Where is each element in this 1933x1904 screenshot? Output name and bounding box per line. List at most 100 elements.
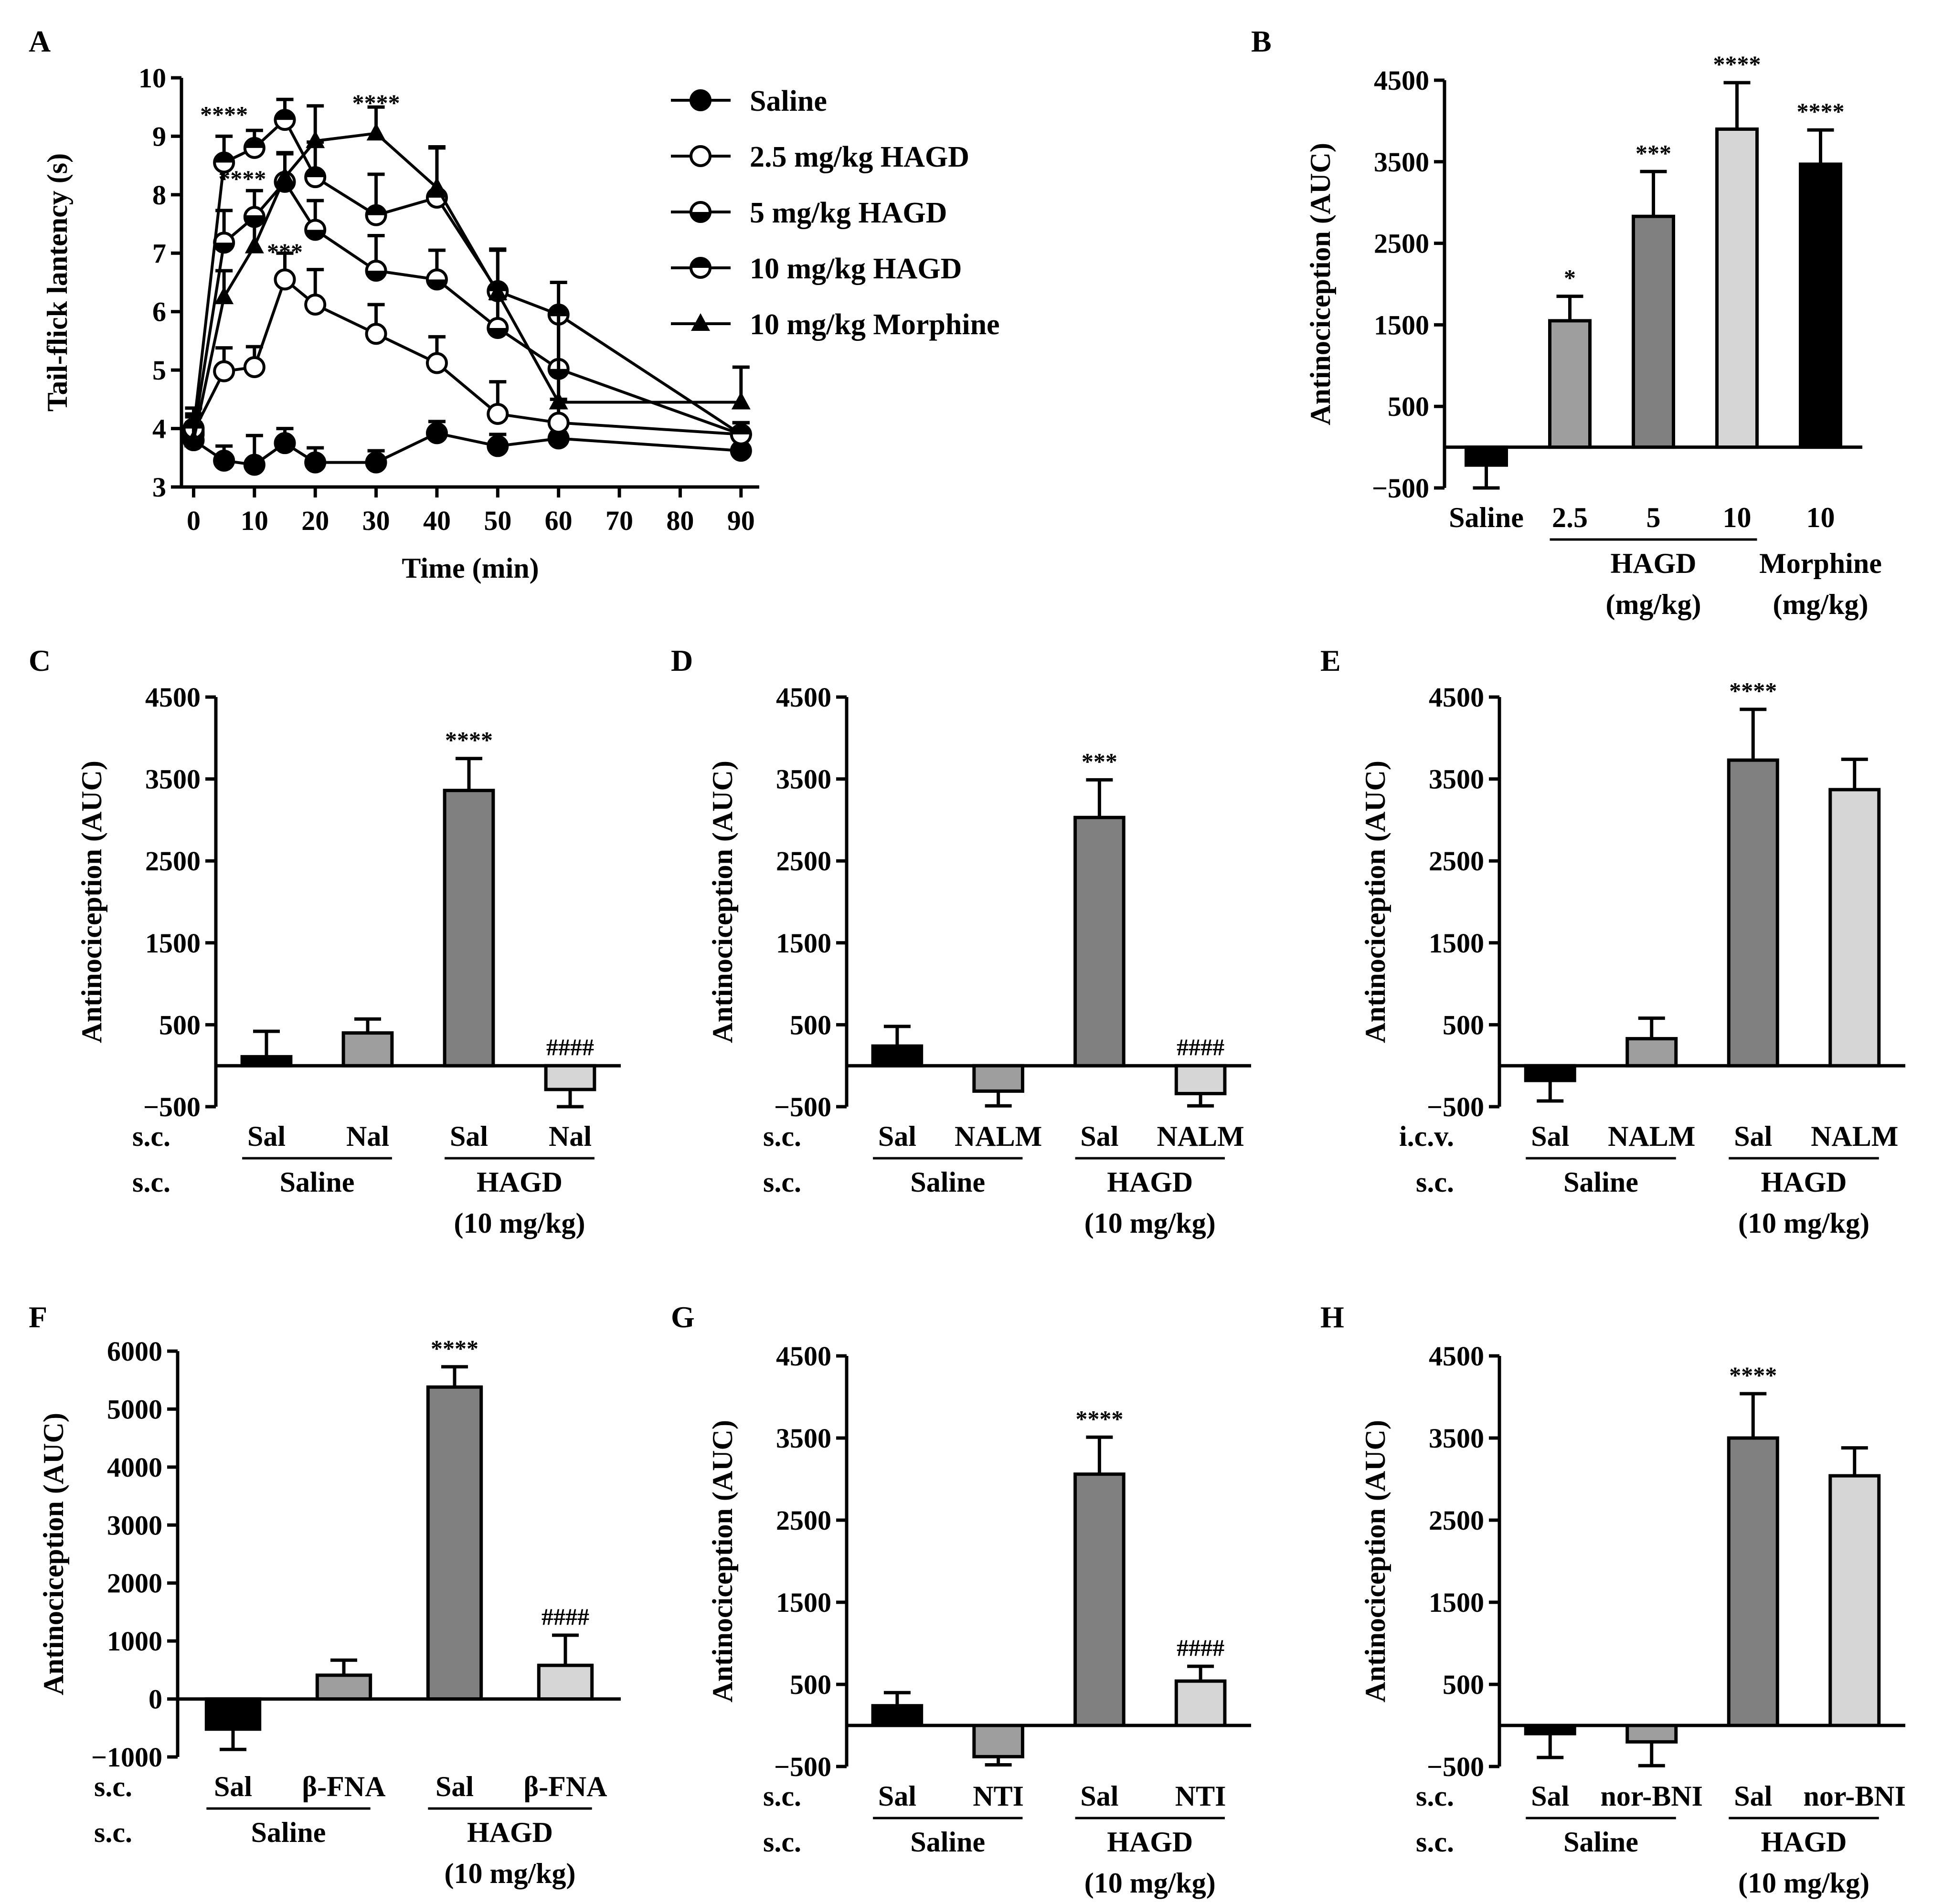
panel-A-point (487, 402, 509, 425)
panel-F-y-tick-label: 4000 (107, 1452, 162, 1483)
panel-A-y-axis-title: Tail-flick lantency (s) (42, 153, 73, 412)
panel-A-point-half (366, 205, 386, 215)
panel-H-group-label: HAGD (1761, 1826, 1847, 1858)
panel-A-legend-label: 5 mg/kg HAGD (750, 197, 947, 229)
panel-B-group-sublabel: (mg/kg) (1773, 589, 1869, 620)
panel-E-route-row1: i.c.v. (1399, 1121, 1454, 1152)
panel-E-route-row2: s.c. (1416, 1166, 1454, 1198)
panel-A-point-half (244, 138, 264, 148)
panel-B-bar (1465, 445, 1508, 467)
panel-E-bar (1727, 758, 1779, 1068)
panel-A-point-shape (366, 123, 386, 141)
panel-D-y-tick-label: 3500 (776, 764, 831, 795)
panel-G-category-label: NTI (973, 1780, 1024, 1812)
panel-A-point-half (366, 271, 386, 281)
panel-A-point-half (488, 328, 508, 338)
panel-C-group-label: HAGD (477, 1166, 563, 1198)
panel-E-group-label: HAGD (1761, 1166, 1847, 1198)
panel-A-point-half (306, 168, 325, 178)
panel-A-point (243, 356, 266, 379)
panel-A-point-half (306, 230, 325, 240)
panel-A-point (184, 430, 203, 448)
panel-A-point-shape (274, 268, 296, 291)
panel-A-legend-marker-shape (690, 145, 712, 167)
panel-B-bar (1799, 162, 1842, 449)
panel-F-category-label: β-FNA (524, 1771, 607, 1802)
panel-A-y-tick-label: 9 (152, 121, 166, 152)
panel-G-bar (1174, 1679, 1227, 1727)
panel-H-y-tick-label: 4500 (1429, 1341, 1484, 1372)
panel-B-letter: B (1251, 24, 1272, 58)
panel-B-bar (1632, 214, 1675, 449)
panel-D-bar (1174, 1064, 1227, 1096)
panel-B-y-tick-label: −500 (1372, 473, 1429, 504)
panel-A-x-tick-label: 30 (362, 505, 390, 536)
panel-D-category-label: Sal (1080, 1121, 1118, 1152)
panel-H-group-label: Saline (1563, 1826, 1638, 1858)
panel-H-route-row2: s.c. (1416, 1826, 1454, 1858)
panel-E-bar (1625, 1037, 1678, 1068)
panel-B-y-tick-label: 1500 (1374, 309, 1429, 340)
panel-C-y-tick-label: 500 (159, 1009, 201, 1040)
panel-A-point (366, 123, 386, 141)
panel-E-y-tick-label: −500 (1427, 1091, 1484, 1122)
panel-A-legend-label: Saline (750, 85, 827, 117)
panel-G-group-label: HAGD (1107, 1826, 1193, 1858)
panel-F-y-axis-title: Antinociception (AUC) (38, 1413, 69, 1695)
panel-A-point-shape (488, 282, 508, 300)
panel-B-category-label: 2.5 (1552, 502, 1588, 533)
panel-F-group-label: Saline (251, 1817, 326, 1848)
panel-H-category-label: nor-BNI (1804, 1780, 1906, 1812)
panel-G-bar (972, 1724, 1024, 1758)
panel-D-bar (1073, 815, 1126, 1068)
panel-A-x-tick-label: 40 (423, 505, 451, 536)
panel-D-y-tick-label: 2500 (776, 846, 831, 877)
panel-H-route-row1: s.c. (1416, 1780, 1454, 1812)
panel-E-category-label: NALM (1608, 1121, 1695, 1152)
panel-A-legend-label: 10 mg/kg Morphine (750, 308, 1000, 341)
panel-A-point-half (427, 279, 446, 289)
panel-A-point (306, 130, 325, 148)
panel-D-letter: D (671, 644, 693, 677)
panel-B-category-label: Saline (1449, 502, 1524, 533)
panel-A-point-half (275, 110, 295, 120)
panel-A-point (243, 137, 266, 159)
panel-G-significance: **** (1075, 1405, 1123, 1432)
panel-C-y-tick-label: 1500 (145, 928, 201, 959)
panel-D-group-label: Saline (910, 1166, 985, 1198)
panel-F-y-tick-label: 0 (149, 1684, 162, 1715)
panel-B-significance: * (1564, 264, 1576, 291)
panel-A-point (425, 268, 448, 291)
panel-G-group-label: Saline (910, 1826, 985, 1858)
panel-C-route-row1: s.c. (132, 1121, 170, 1152)
panel-A-point-half (549, 305, 568, 315)
panel-A-x-tick-label: 20 (301, 505, 329, 536)
panel-H-y-tick-label: 500 (1443, 1669, 1484, 1700)
panel-A-point-shape (184, 430, 203, 448)
panel-F-group-label: HAGD (467, 1817, 553, 1848)
panel-A-legend-marker (690, 89, 712, 111)
panel-E-group-label: Saline (1563, 1166, 1638, 1198)
panel-A-point-shape (425, 422, 448, 444)
panel-D-y-tick-label: 4500 (776, 682, 831, 713)
panel-A-point (731, 391, 751, 410)
panel-C-bar (544, 1064, 596, 1091)
panel-F-y-tick-label: 5000 (107, 1394, 162, 1425)
panel-A-x-tick-label: 80 (666, 505, 694, 536)
panel-A-legend-label: 2.5 mg/kg HAGD (750, 141, 969, 173)
panel-A-point-shape (274, 432, 296, 455)
panel-A-point (243, 454, 266, 476)
panel-A-letter: A (29, 24, 51, 58)
panel-A-point-shape (304, 451, 327, 474)
panel-A-point-shape (243, 454, 266, 476)
panel-E-y-tick-label: 500 (1443, 1009, 1484, 1040)
panel-C-y-tick-label: −500 (143, 1091, 201, 1122)
panel-A-series-line (192, 132, 741, 441)
panel-G-category-label: Sal (878, 1780, 916, 1812)
panel-A-legend-marker (690, 201, 712, 223)
panel-D-bar (972, 1064, 1024, 1093)
panel-A-point-shape (244, 235, 264, 254)
panel-C-group-sublabel: (10 mg/kg) (454, 1207, 585, 1239)
panel-A-legend-marker (690, 145, 712, 167)
